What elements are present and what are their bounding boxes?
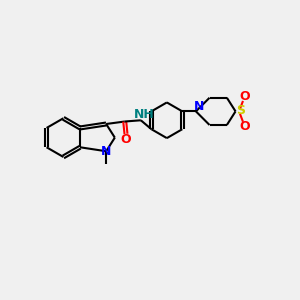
Text: N: N [101,145,111,158]
Text: NH: NH [134,108,154,121]
Text: O: O [239,120,250,133]
Text: S: S [236,103,245,117]
Text: O: O [239,89,250,103]
Text: N: N [194,100,204,113]
Text: O: O [121,133,131,146]
